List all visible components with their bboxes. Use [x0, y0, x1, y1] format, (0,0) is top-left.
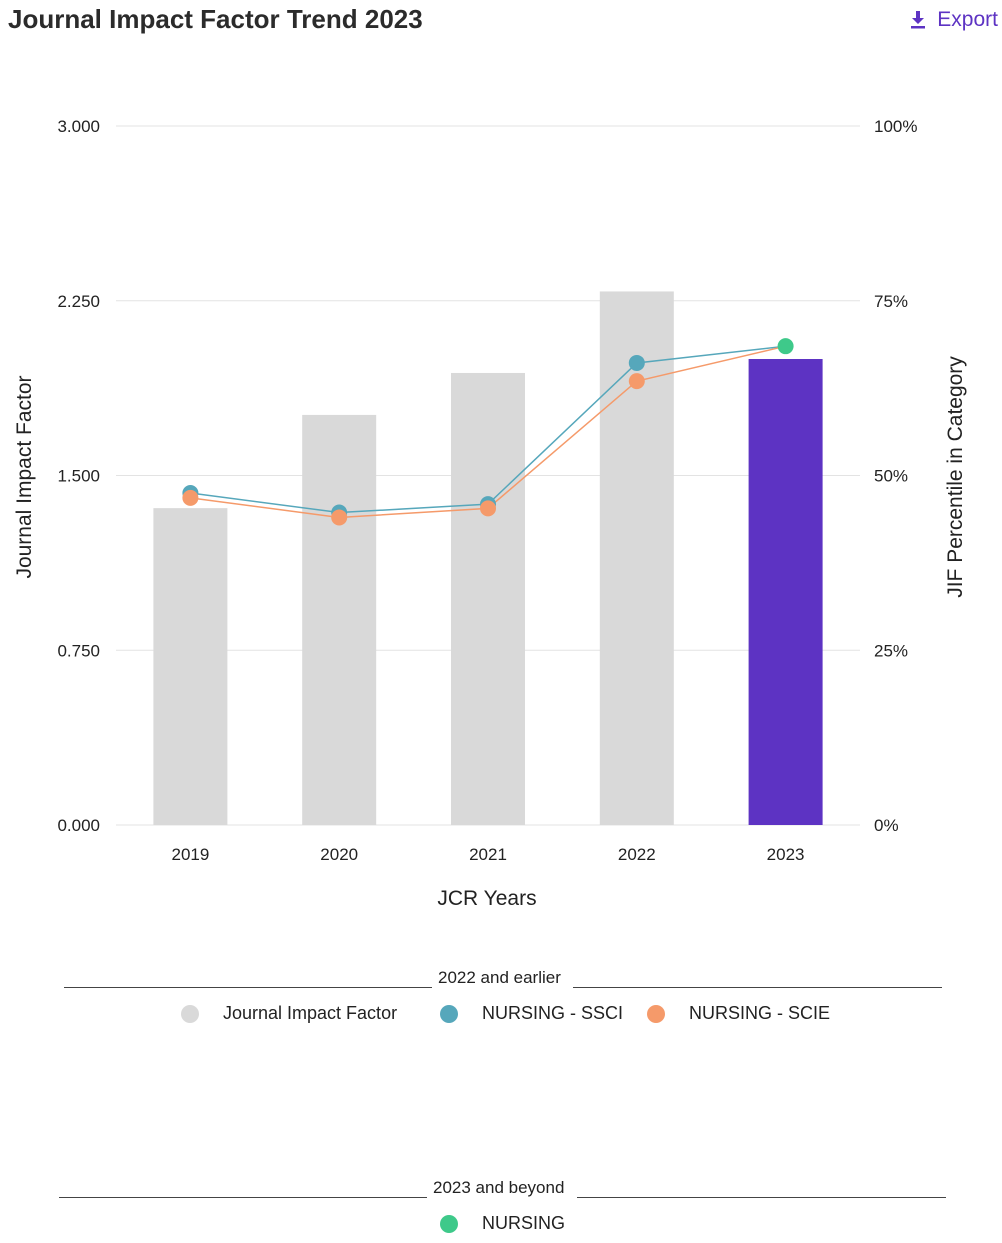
x-tick-label: 2023 [767, 845, 805, 864]
legend-future-title: 2023 and beyond [433, 1178, 565, 1197]
legend-dot-nursing [440, 1214, 458, 1233]
point-nursing-2023 [777, 338, 794, 355]
bar-group [153, 291, 823, 825]
legend-past-title: 2022 and earlier [438, 968, 561, 987]
bar-2020 [302, 414, 377, 825]
point-group [182, 338, 794, 526]
bar-2023 [748, 359, 823, 825]
page-title: Journal Impact Factor Trend 2023 [8, 4, 423, 34]
chart-header: Journal Impact Factor Trend 2023 Export [8, 4, 998, 40]
legend-label-nursing: NURSING [482, 1213, 566, 1233]
y-axis-label: Journal Impact Factor [13, 375, 36, 578]
legend-item-scie[interactable]: NURSING - SCIE [647, 1003, 830, 1024]
y-tick-label: 2.250 [57, 292, 100, 311]
y-tick-label: 1.500 [57, 467, 100, 486]
y-tick-label: 3.000 [57, 117, 100, 136]
jif-trend-chart: JCR Years Journal Impact Factor JIF Perc… [13, 117, 967, 910]
legend-label-ssci: NURSING - SSCI [482, 1003, 624, 1023]
x-axis-label: JCR Years [437, 887, 536, 910]
bar-2021 [451, 372, 525, 825]
legend-item-ssci[interactable]: NURSING - SSCI [440, 1003, 623, 1024]
legend-dot-jif [181, 1004, 199, 1023]
legend-past: 2022 and earlier Journal Impact Factor N… [0, 966, 1002, 1026]
legend-label-scie: NURSING - SCIE [689, 1003, 831, 1023]
y2-tick-label: 25% [874, 641, 908, 660]
y-tick-label: 0.000 [57, 816, 100, 835]
y2-tick-label: 0% [874, 816, 899, 835]
legend-rule-left [64, 987, 432, 988]
download-icon [911, 11, 926, 29]
x-tick-label: 2021 [469, 845, 507, 864]
y2-tick-label: 100% [874, 117, 917, 136]
point-nursing-scie-2022 [628, 373, 645, 390]
point-nursing-ssci-2022 [628, 354, 645, 371]
point-nursing-scie-2019 [182, 489, 199, 506]
legend-rule-left [59, 1197, 427, 1198]
y-tick-label: 0.750 [57, 641, 100, 660]
export-label: Export [937, 8, 998, 31]
x-tick-label: 2019 [171, 845, 209, 864]
legend-dot-scie [647, 1004, 665, 1023]
point-nursing-scie-2020 [331, 509, 348, 526]
bar-2022 [599, 291, 674, 825]
legend-dot-ssci [440, 1004, 458, 1023]
legend-future: 2023 and beyond NURSING [0, 1176, 1002, 1236]
export-button[interactable]: Export [909, 8, 998, 32]
point-nursing-scie-2021 [480, 500, 496, 517]
legend-item-nursing[interactable]: NURSING [440, 1213, 565, 1234]
legend-label-jif: Journal Impact Factor [223, 1003, 398, 1023]
bar-2019 [153, 508, 228, 825]
axis-text: JCR Years Journal Impact Factor JIF Perc… [13, 117, 967, 910]
x-tick-label: 2020 [320, 845, 358, 864]
y2-tick-label: 75% [874, 292, 908, 311]
x-tick-label: 2022 [618, 845, 656, 864]
legend-rule-right [577, 1197, 946, 1198]
legend-rule-right [573, 987, 942, 988]
legend-item-jif[interactable]: Journal Impact Factor [181, 1003, 397, 1024]
y2-tick-label: 50% [874, 467, 908, 486]
y2-axis-label: JIF Percentile in Category [944, 356, 967, 598]
